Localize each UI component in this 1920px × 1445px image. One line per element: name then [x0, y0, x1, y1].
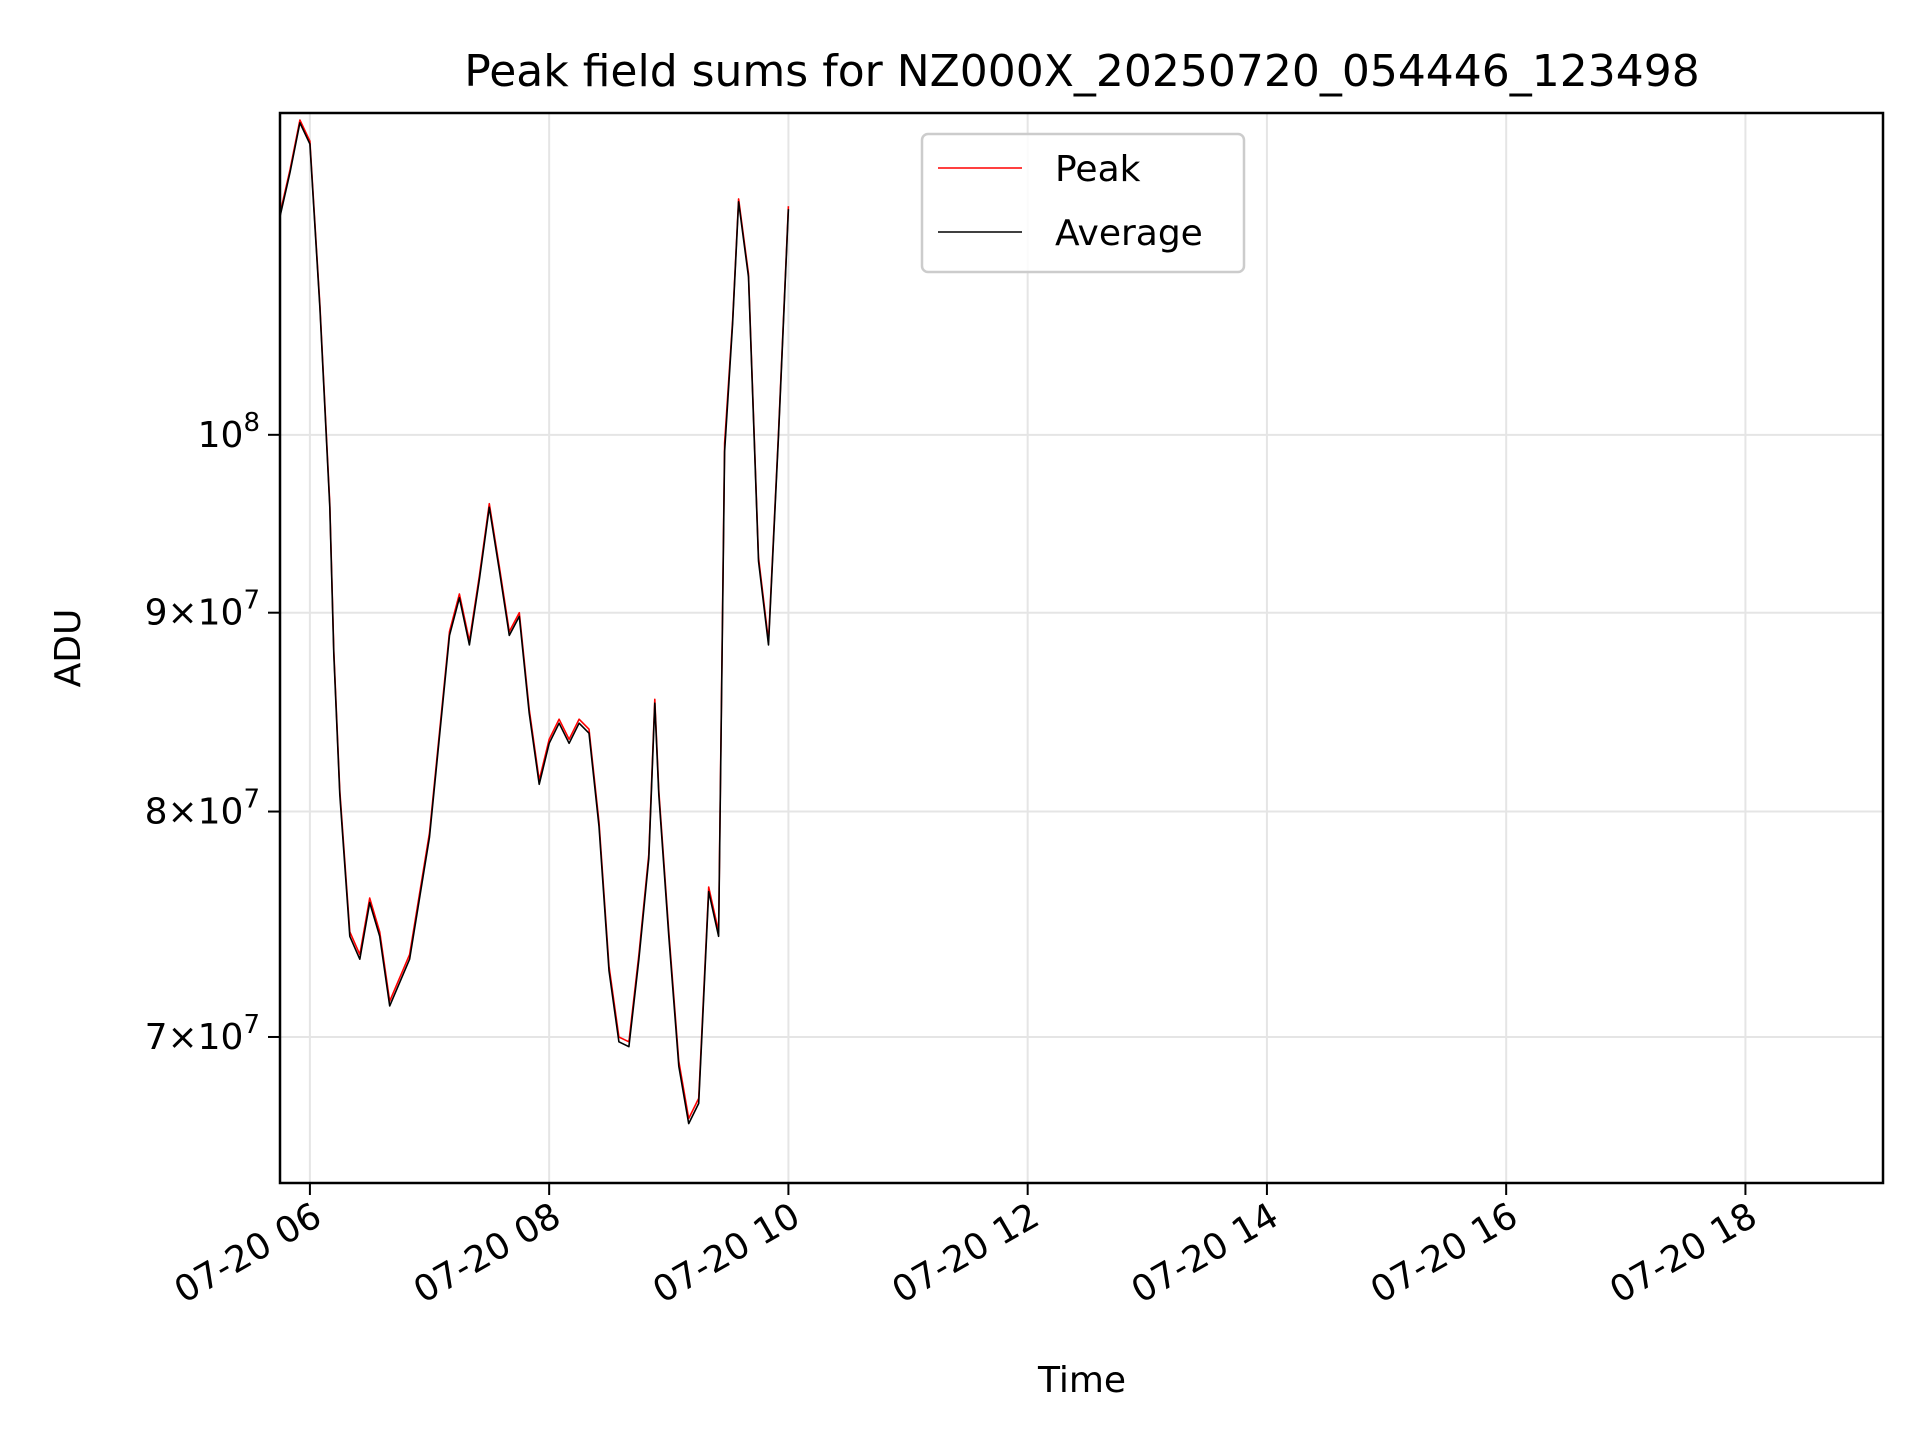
series-line-peak [279, 119, 790, 1120]
x-tick-label: 07-20 10 [646, 1195, 807, 1311]
y-axis-label: ADU [48, 609, 89, 688]
grid-lines [280, 113, 1883, 1183]
x-axis-ticks: 07-20 06 07-20 08 07-20 10 07-20 12 07-20 14… [168, 1183, 1764, 1312]
x-axis-label: Time [1037, 1360, 1126, 1401]
y-tick-label: 7×107 [145, 1010, 260, 1058]
legend: Peak Average [920, 132, 1246, 274]
legend-label-peak: Peak [1055, 149, 1141, 190]
x-tick-label: 07-20 16 [1364, 1195, 1525, 1311]
x-tick-label: 07-20 18 [1603, 1195, 1764, 1311]
x-tick-label: 07-20 08 [407, 1195, 568, 1311]
x-tick-label: 07-20 06 [168, 1195, 329, 1311]
x-tick-label: 07-20 12 [885, 1195, 1046, 1311]
y-axis-ticks: 7×107 8×107 9×107 108 [145, 408, 280, 1058]
y-tick-label: 9×107 [145, 586, 260, 634]
plot-frame [278, 111, 1885, 1185]
y-tick-label: 8×107 [145, 785, 260, 833]
y-tick-label: 108 [198, 408, 260, 456]
series-line-average [279, 122, 790, 1125]
chart-title: Peak field sums for NZ000X_20250720_0544… [464, 46, 1700, 97]
series-lines [279, 119, 790, 1125]
legend-label-average: Average [1055, 213, 1203, 254]
x-tick-label: 07-20 14 [1125, 1195, 1286, 1311]
